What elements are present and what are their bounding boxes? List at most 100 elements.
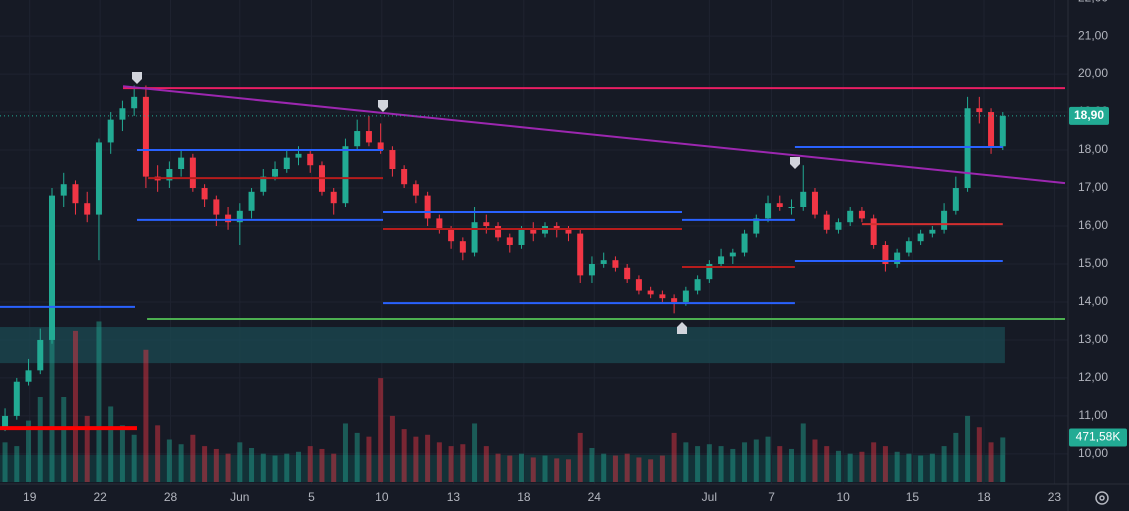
volume-bar (671, 432, 677, 482)
candle-body (436, 218, 443, 230)
candle-body (976, 108, 983, 113)
volume-bar (824, 446, 830, 482)
candle-body (624, 267, 631, 280)
x-tick-label: 18 (977, 490, 991, 504)
candle-body (706, 263, 713, 280)
volume-bar (61, 397, 67, 482)
x-tick-label: 5 (308, 490, 315, 504)
volume-bar (624, 453, 630, 482)
volume-bar (460, 444, 466, 482)
grid (0, 0, 1068, 484)
candle-body (952, 188, 959, 211)
candle-body (518, 229, 525, 245)
pivot-marker (378, 100, 388, 112)
volume-bar (789, 448, 795, 482)
x-tick-label: Jun (230, 490, 249, 504)
volume-bar (847, 453, 853, 482)
volume-bar (378, 378, 384, 482)
candle-body (131, 96, 138, 109)
volume-bar (648, 459, 654, 482)
last-price-box (1069, 106, 1109, 125)
volume-bar (812, 439, 818, 482)
axes: 22,0021,0020,0019,0018,0017,0016,0015,00… (23, 0, 1127, 504)
settings-icon[interactable] (1095, 491, 1109, 505)
candle-body (659, 294, 666, 299)
volume-bar (753, 439, 759, 482)
candle-body (811, 191, 818, 215)
candle-body (389, 150, 396, 170)
candle-body (471, 222, 478, 253)
candle-body (553, 225, 560, 230)
volume-zone (0, 455, 1005, 482)
candle-body (671, 298, 678, 302)
volume-bar (143, 349, 149, 482)
y-tick-label: 16,00 (1078, 218, 1108, 232)
candle-body (612, 260, 619, 268)
volume-bar (976, 427, 982, 482)
volume-bar (284, 453, 290, 482)
candle-body (25, 370, 32, 382)
candle-body (84, 203, 91, 215)
y-tick-label: 18,00 (1078, 142, 1108, 156)
candle-body (894, 252, 901, 264)
y-tick-label: 21,00 (1078, 28, 1108, 42)
candle-body (635, 279, 642, 291)
volume-bar (249, 448, 255, 482)
volume-bar (965, 415, 971, 482)
candle-body (107, 119, 114, 143)
volume-bar (413, 436, 419, 482)
volume-bar (2, 442, 8, 482)
markers (132, 72, 800, 334)
candle-body (776, 203, 783, 208)
candle-body (248, 191, 255, 211)
volume-bar (718, 446, 724, 482)
candle-body (495, 225, 502, 238)
x-tick-label: 13 (447, 490, 461, 504)
candle-body (800, 191, 807, 208)
candle-body (941, 210, 948, 230)
volume-bar (190, 434, 196, 482)
volume-bar (155, 425, 161, 482)
volume-bar (260, 453, 266, 482)
candle-body (835, 222, 842, 230)
volume-bar (49, 312, 55, 482)
volume-bar (319, 448, 325, 482)
candle-body (823, 214, 830, 230)
pivot-marker (132, 72, 142, 84)
volume-bar (589, 448, 595, 482)
candle-body (189, 157, 196, 189)
volume-bar (894, 451, 900, 482)
x-tick-label: Jul (702, 490, 717, 504)
candle-body (354, 131, 361, 147)
volume-bar (835, 450, 841, 482)
candle-body (72, 184, 79, 204)
volume-bar (225, 453, 231, 482)
volume-bar (131, 434, 137, 482)
volume-bar (296, 451, 302, 482)
volume-bar (542, 455, 548, 482)
y-tick-label: 13,00 (1078, 332, 1108, 346)
candle-body (342, 146, 349, 204)
volume-bar (706, 444, 712, 482)
volume-bar (331, 453, 337, 482)
volume-bar (119, 425, 125, 482)
candle-body (448, 229, 455, 242)
volume-bar (342, 423, 348, 482)
volume-bar (988, 442, 994, 482)
volume-bar (929, 453, 935, 482)
candle-body (13, 381, 20, 416)
volume-bar (425, 434, 431, 482)
volume-bar (577, 432, 583, 482)
candle-body (95, 142, 102, 215)
volume-bar (859, 451, 865, 482)
volume-bar (307, 446, 313, 482)
volume-bar (1000, 437, 1006, 482)
volume-bar (72, 330, 78, 482)
volume-bar (37, 397, 43, 482)
volume-bar (401, 429, 407, 482)
volume-bar (166, 439, 172, 482)
volume-bar (178, 444, 184, 482)
volume-bar (14, 446, 20, 482)
volume-bar (906, 453, 912, 482)
